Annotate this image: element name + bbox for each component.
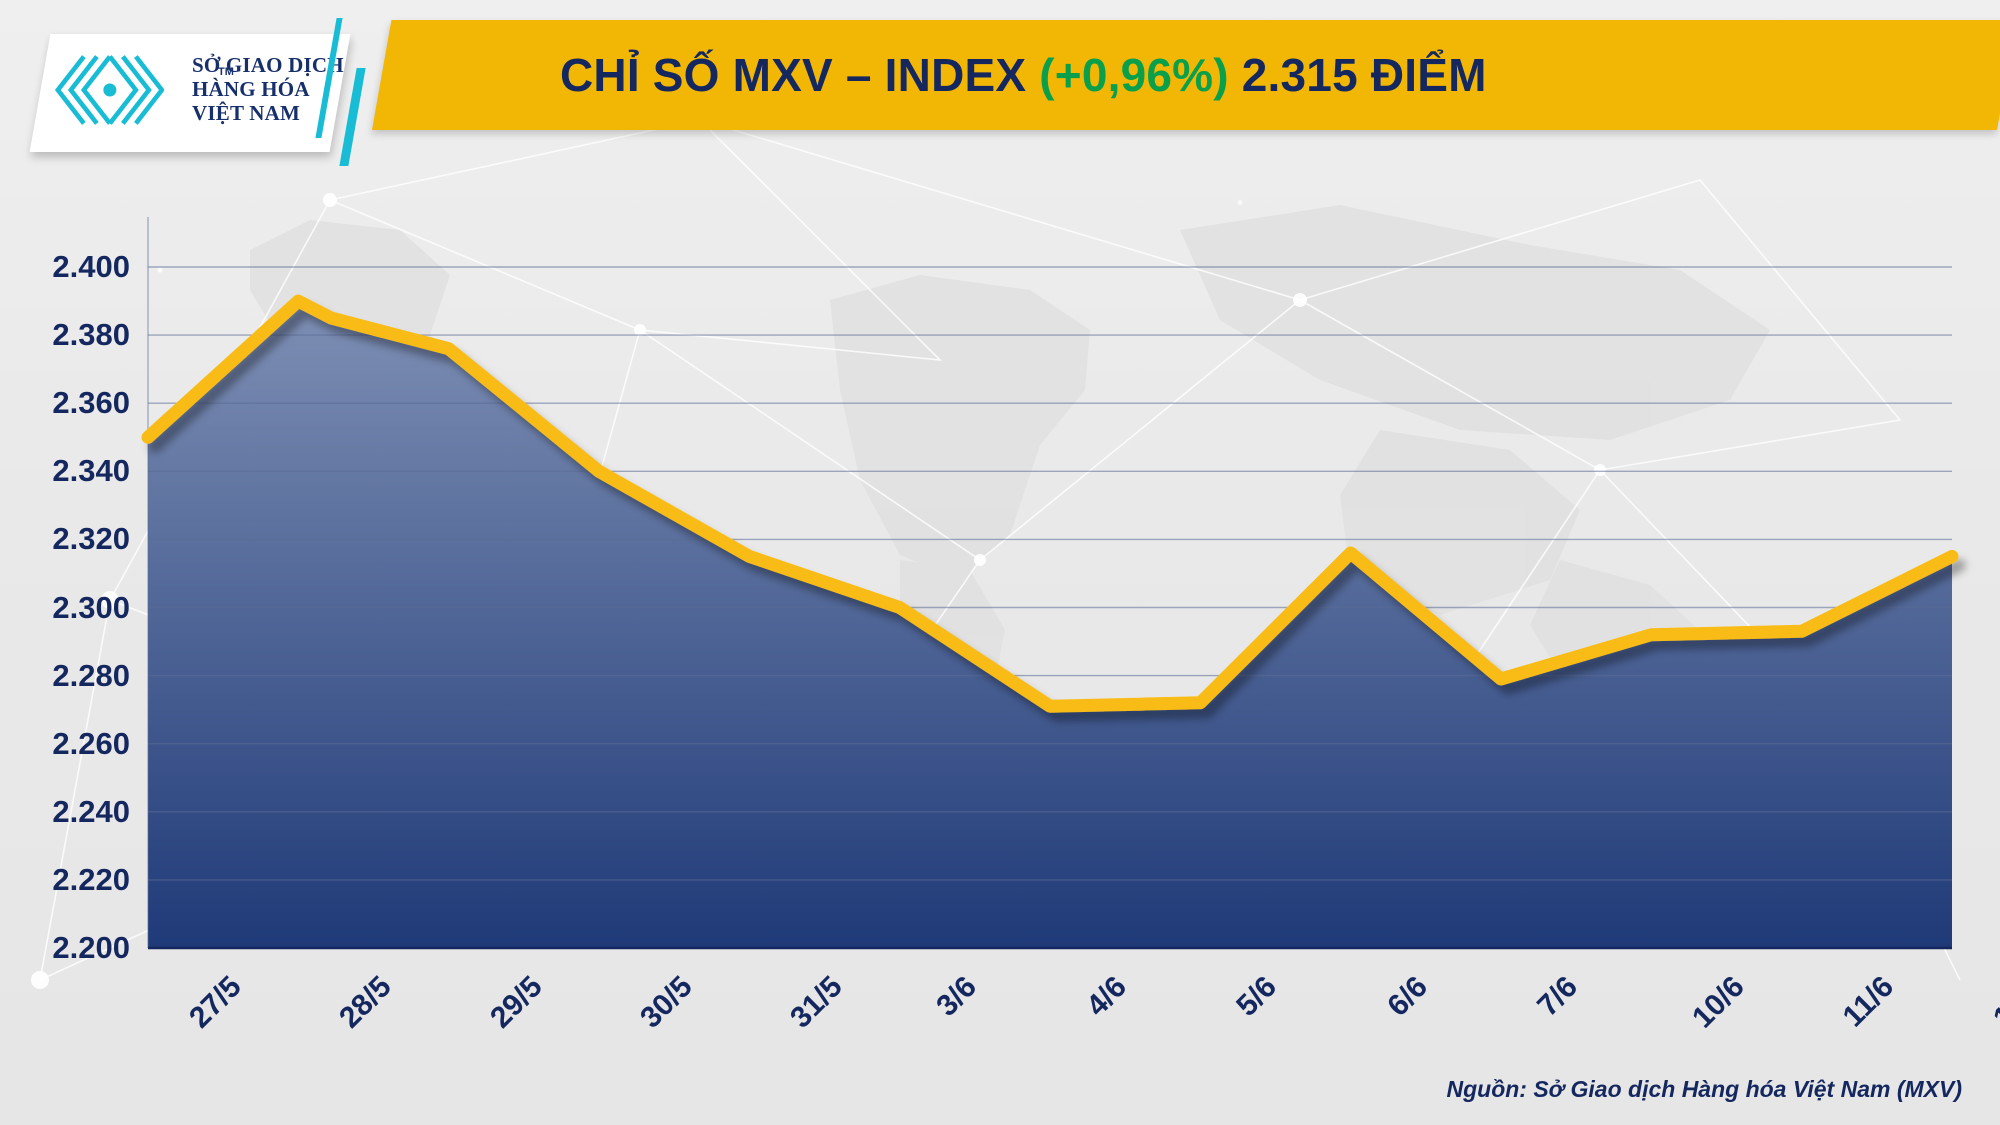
page-header: CHỈ SỐ MXV – INDEX (+0,96%) 2.315 ĐIỂM T… [0, 8, 2000, 166]
y-axis-tick-2320: 2.320 [52, 521, 130, 557]
y-axis-tick-2400: 2.400 [52, 249, 130, 284]
page-title: CHỈ SỐ MXV – INDEX (+0,96%) 2.315 ĐIỂM [560, 48, 1940, 102]
logo-trademark: TM [218, 66, 234, 78]
logo-line-3: VIỆT NAM [192, 100, 300, 125]
y-axis-tick-2220: 2.220 [52, 861, 130, 897]
chart-container: 2.400 2.380 2.360 2.340 2.320 2.300 2.280 2.260… [0, 150, 2000, 1125]
y-axis-tick-2240: 2.240 [52, 793, 130, 829]
title-index-value: 2.315 ĐIỂM [1241, 49, 1487, 101]
title-change-percent: (+0,96%) [1039, 49, 1229, 101]
logo-wordmark: SỞ GIAO DỊCH HÀNG HÓA VIỆT NAM [192, 54, 344, 125]
chart-svg [141, 217, 1959, 950]
y-axis-tick-2280: 2.280 [52, 657, 130, 693]
y-axis-tick-2340: 2.340 [52, 453, 130, 489]
logo-line-2: HÀNG HÓA [192, 77, 310, 102]
y-axis-tick-2300: 2.300 [52, 589, 130, 625]
logo-line-1: SỞ GIAO DỊCH [192, 53, 344, 78]
y-axis-tick-2360: 2.360 [52, 385, 130, 421]
logo: TM SỞ GIAO DỊCH HÀNG HÓA VIỆT NAM [52, 36, 352, 144]
source-note: Nguồn: Sở Giao dịch Hàng hóa Việt Nam (M… [1446, 1076, 1962, 1102]
y-axis-tick-2380: 2.380 [52, 317, 130, 353]
mxv-logo-mark-icon [54, 55, 164, 125]
y-axis-tick-2200: 2.200 [52, 930, 130, 965]
y-axis-tick-2260: 2.260 [52, 725, 130, 761]
title-main-text: CHỈ SỐ MXV – INDEX [560, 49, 1027, 101]
